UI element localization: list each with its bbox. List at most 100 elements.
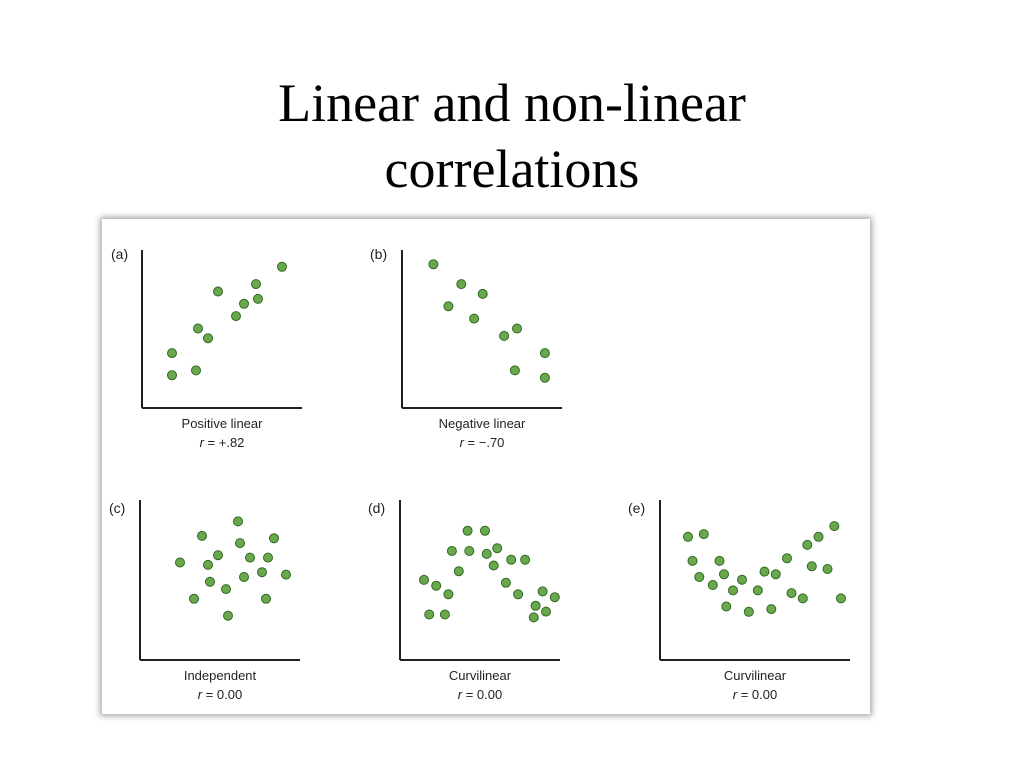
data-point xyxy=(528,612,539,623)
data-point xyxy=(446,546,457,556)
correlation-value: r = 0.00 xyxy=(458,687,502,702)
panel-label: (e) xyxy=(628,500,645,516)
panel-caption: Negative linear xyxy=(439,416,526,431)
panel-label: (b) xyxy=(370,246,387,262)
data-point xyxy=(500,577,511,588)
scatter-panels-svg: (a) Positive linear r = +.82 (b) Negative li… xyxy=(109,246,850,702)
data-point xyxy=(191,365,201,376)
correlation-value: r = 0.00 xyxy=(198,687,242,702)
r-value: = −.70 xyxy=(464,435,504,450)
data-point xyxy=(263,552,273,563)
data-point xyxy=(513,589,524,600)
scatter-panel-2: (b) Negative linear r = −.70 xyxy=(370,246,562,450)
data-point xyxy=(694,572,705,582)
data-point xyxy=(235,538,245,549)
slide-title: Linear and non-linear correlations xyxy=(0,70,1024,202)
data-point xyxy=(167,348,177,359)
data-point xyxy=(707,580,718,590)
scatter-panel-1: (a) Positive linear r = +.82 xyxy=(111,246,302,450)
correlation-value: r = −.70 xyxy=(460,435,505,450)
r-symbol: r xyxy=(458,687,463,702)
data-point xyxy=(698,529,709,540)
scatter-panel-3: (c) Independent r = 0.00 xyxy=(109,500,300,702)
data-point xyxy=(251,279,261,290)
r-symbol: r xyxy=(200,435,205,450)
data-point xyxy=(424,609,435,620)
data-point xyxy=(443,301,454,312)
correlation-figure: (a) Positive linear r = +.82 (b) Negative li… xyxy=(102,219,870,714)
data-point xyxy=(203,559,213,570)
data-point xyxy=(462,525,473,536)
data-point xyxy=(203,333,213,344)
r-symbol: r xyxy=(460,435,465,450)
data-point xyxy=(453,566,464,577)
data-point xyxy=(469,313,480,324)
data-point xyxy=(721,601,732,612)
data-point xyxy=(822,564,833,574)
data-point xyxy=(539,372,550,383)
data-point xyxy=(752,585,763,596)
data-point xyxy=(233,516,243,527)
data-point xyxy=(737,574,747,585)
data-point xyxy=(539,348,550,359)
data-point xyxy=(431,580,442,591)
data-point xyxy=(261,593,271,604)
r-symbol: r xyxy=(733,687,738,702)
slide-title-line-1: Linear and non-linear xyxy=(278,73,746,133)
data-point xyxy=(223,610,233,621)
panel-caption: Independent xyxy=(184,668,257,683)
data-point xyxy=(719,569,729,580)
data-point xyxy=(512,323,522,334)
data-point xyxy=(419,574,429,585)
data-point xyxy=(766,604,777,615)
r-value: = 0.00 xyxy=(462,687,502,702)
data-point xyxy=(687,555,698,566)
data-point xyxy=(239,298,249,309)
data-point xyxy=(428,259,439,270)
data-point xyxy=(770,569,781,580)
data-point xyxy=(245,552,255,563)
data-point xyxy=(802,539,813,550)
correlation-value: r = 0.00 xyxy=(733,687,777,702)
data-point xyxy=(836,593,846,604)
data-point xyxy=(549,592,560,603)
data-point xyxy=(281,569,291,580)
panel-caption: Curvilinear xyxy=(724,668,787,683)
data-point xyxy=(480,525,490,536)
data-point xyxy=(257,567,267,578)
data-point xyxy=(786,588,797,599)
data-point xyxy=(530,600,541,611)
panel-label: (d) xyxy=(368,500,385,516)
data-point xyxy=(197,530,207,541)
data-point xyxy=(829,521,840,532)
slide-title-line-2: correlations xyxy=(384,139,640,199)
data-point xyxy=(488,560,499,571)
scatter-panel-5: (e) Curvilinear r = 0.00 xyxy=(628,500,850,702)
data-point xyxy=(714,555,725,566)
data-point xyxy=(443,589,454,600)
r-value: = +.82 xyxy=(204,435,244,450)
data-point xyxy=(509,365,520,376)
data-point xyxy=(456,279,467,290)
data-point xyxy=(481,548,492,559)
data-point xyxy=(193,323,203,334)
data-point xyxy=(813,531,824,542)
r-symbol: r xyxy=(198,687,203,702)
data-point xyxy=(759,566,770,577)
data-point xyxy=(277,261,287,272)
correlation-value: r = +.82 xyxy=(200,435,245,450)
data-point xyxy=(213,550,223,561)
data-point xyxy=(464,546,475,556)
panel-label: (c) xyxy=(109,500,125,516)
data-point xyxy=(806,561,817,572)
data-point xyxy=(520,554,531,565)
data-point xyxy=(499,330,510,341)
data-point xyxy=(175,557,185,568)
scatter-panel-4: (d) Curvilinear r = 0.00 xyxy=(368,500,560,702)
data-point xyxy=(231,311,241,322)
data-point xyxy=(743,606,754,617)
data-point xyxy=(213,286,223,297)
panel-label: (a) xyxy=(111,246,128,262)
data-point xyxy=(492,543,503,554)
data-point xyxy=(167,370,177,381)
